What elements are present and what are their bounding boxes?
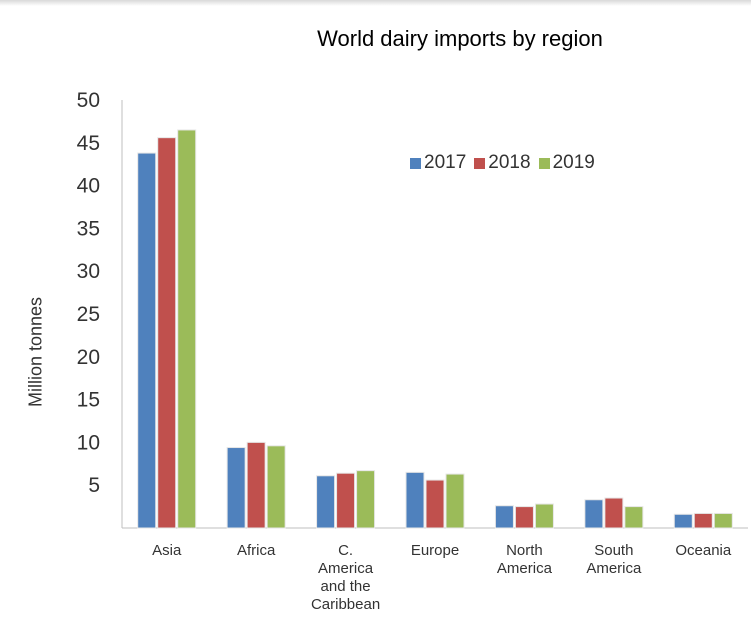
bar-2019-north bbox=[534, 503, 554, 529]
bar-2018-africa bbox=[246, 441, 266, 529]
bar-2017-oceania bbox=[673, 513, 693, 529]
bar-2019-oceania bbox=[713, 512, 733, 529]
x-tick-label: Asia bbox=[152, 542, 182, 559]
bar-2019-africa bbox=[266, 445, 286, 529]
legend-item-2018: 2018 bbox=[474, 152, 531, 174]
chart-title: World dairy imports by region bbox=[317, 26, 603, 51]
y-tick-label-25: 25 bbox=[77, 303, 100, 326]
bar-2019-c bbox=[356, 470, 376, 529]
legend-label-2019: 2019 bbox=[552, 152, 595, 173]
legend-label-2017: 2017 bbox=[424, 152, 467, 173]
y-tick-label-40: 40 bbox=[77, 175, 100, 198]
x-tick-label: South America bbox=[586, 542, 642, 577]
bar-2017-asia bbox=[137, 152, 157, 529]
bar-2017-c bbox=[316, 475, 336, 529]
bar-2018-oceania bbox=[693, 512, 713, 529]
y-tick-label-30: 30 bbox=[77, 260, 100, 283]
top-border bbox=[0, 0, 751, 6]
legend-swatch-2018 bbox=[474, 157, 486, 169]
y-tick-label-35: 35 bbox=[77, 217, 100, 240]
x-tick-label: Africa bbox=[236, 542, 276, 559]
legend-item-2017: 2017 bbox=[410, 152, 466, 174]
bar-2017-south bbox=[584, 499, 604, 529]
y-tick-label-10: 10 bbox=[77, 431, 100, 454]
y-tick-label-15: 15 bbox=[77, 389, 100, 412]
bar-2018-asia bbox=[157, 137, 177, 529]
legend-swatch-2017 bbox=[410, 157, 421, 169]
y-tick-label-50: 50 bbox=[77, 89, 100, 112]
bar-2017-north bbox=[494, 505, 514, 529]
bar-2018-europe bbox=[425, 479, 445, 529]
bar-2019-asia bbox=[177, 129, 197, 529]
x-tick-label: North America bbox=[496, 542, 552, 577]
y-tick-label-45: 45 bbox=[77, 132, 100, 155]
legend: 2017 2018 2019 bbox=[410, 152, 595, 174]
x-tick-label: Europe bbox=[410, 542, 460, 559]
legend-swatch-2019 bbox=[538, 157, 550, 169]
bar-2019-south bbox=[624, 506, 644, 529]
x-tick-label: Oceania bbox=[675, 542, 732, 559]
bar-2017-europe bbox=[405, 471, 425, 529]
bar-2017-africa bbox=[226, 447, 246, 529]
y-tick-label-20: 20 bbox=[77, 346, 100, 369]
legend-item-2019: 2019 bbox=[538, 152, 595, 174]
x-tick-label: C. America and the Caribbean bbox=[310, 542, 381, 613]
y-tick-label-5: 5 bbox=[88, 474, 100, 497]
bar-2018-north bbox=[514, 506, 534, 529]
bar-2019-europe bbox=[445, 473, 465, 529]
bar-2018-south bbox=[604, 497, 624, 529]
bar-2018-c bbox=[336, 472, 356, 529]
legend-label-2018: 2018 bbox=[488, 152, 531, 173]
